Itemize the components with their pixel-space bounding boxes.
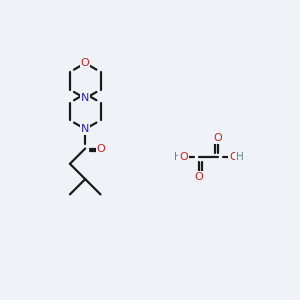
- Text: N: N: [81, 94, 89, 103]
- Text: O: O: [97, 143, 106, 154]
- Text: O: O: [229, 152, 238, 162]
- Text: H: H: [236, 152, 244, 162]
- Text: O: O: [81, 58, 90, 68]
- Text: O: O: [179, 152, 188, 162]
- Text: N: N: [81, 124, 89, 134]
- Text: O: O: [194, 172, 203, 182]
- Text: H: H: [173, 152, 181, 162]
- Text: O: O: [214, 133, 222, 143]
